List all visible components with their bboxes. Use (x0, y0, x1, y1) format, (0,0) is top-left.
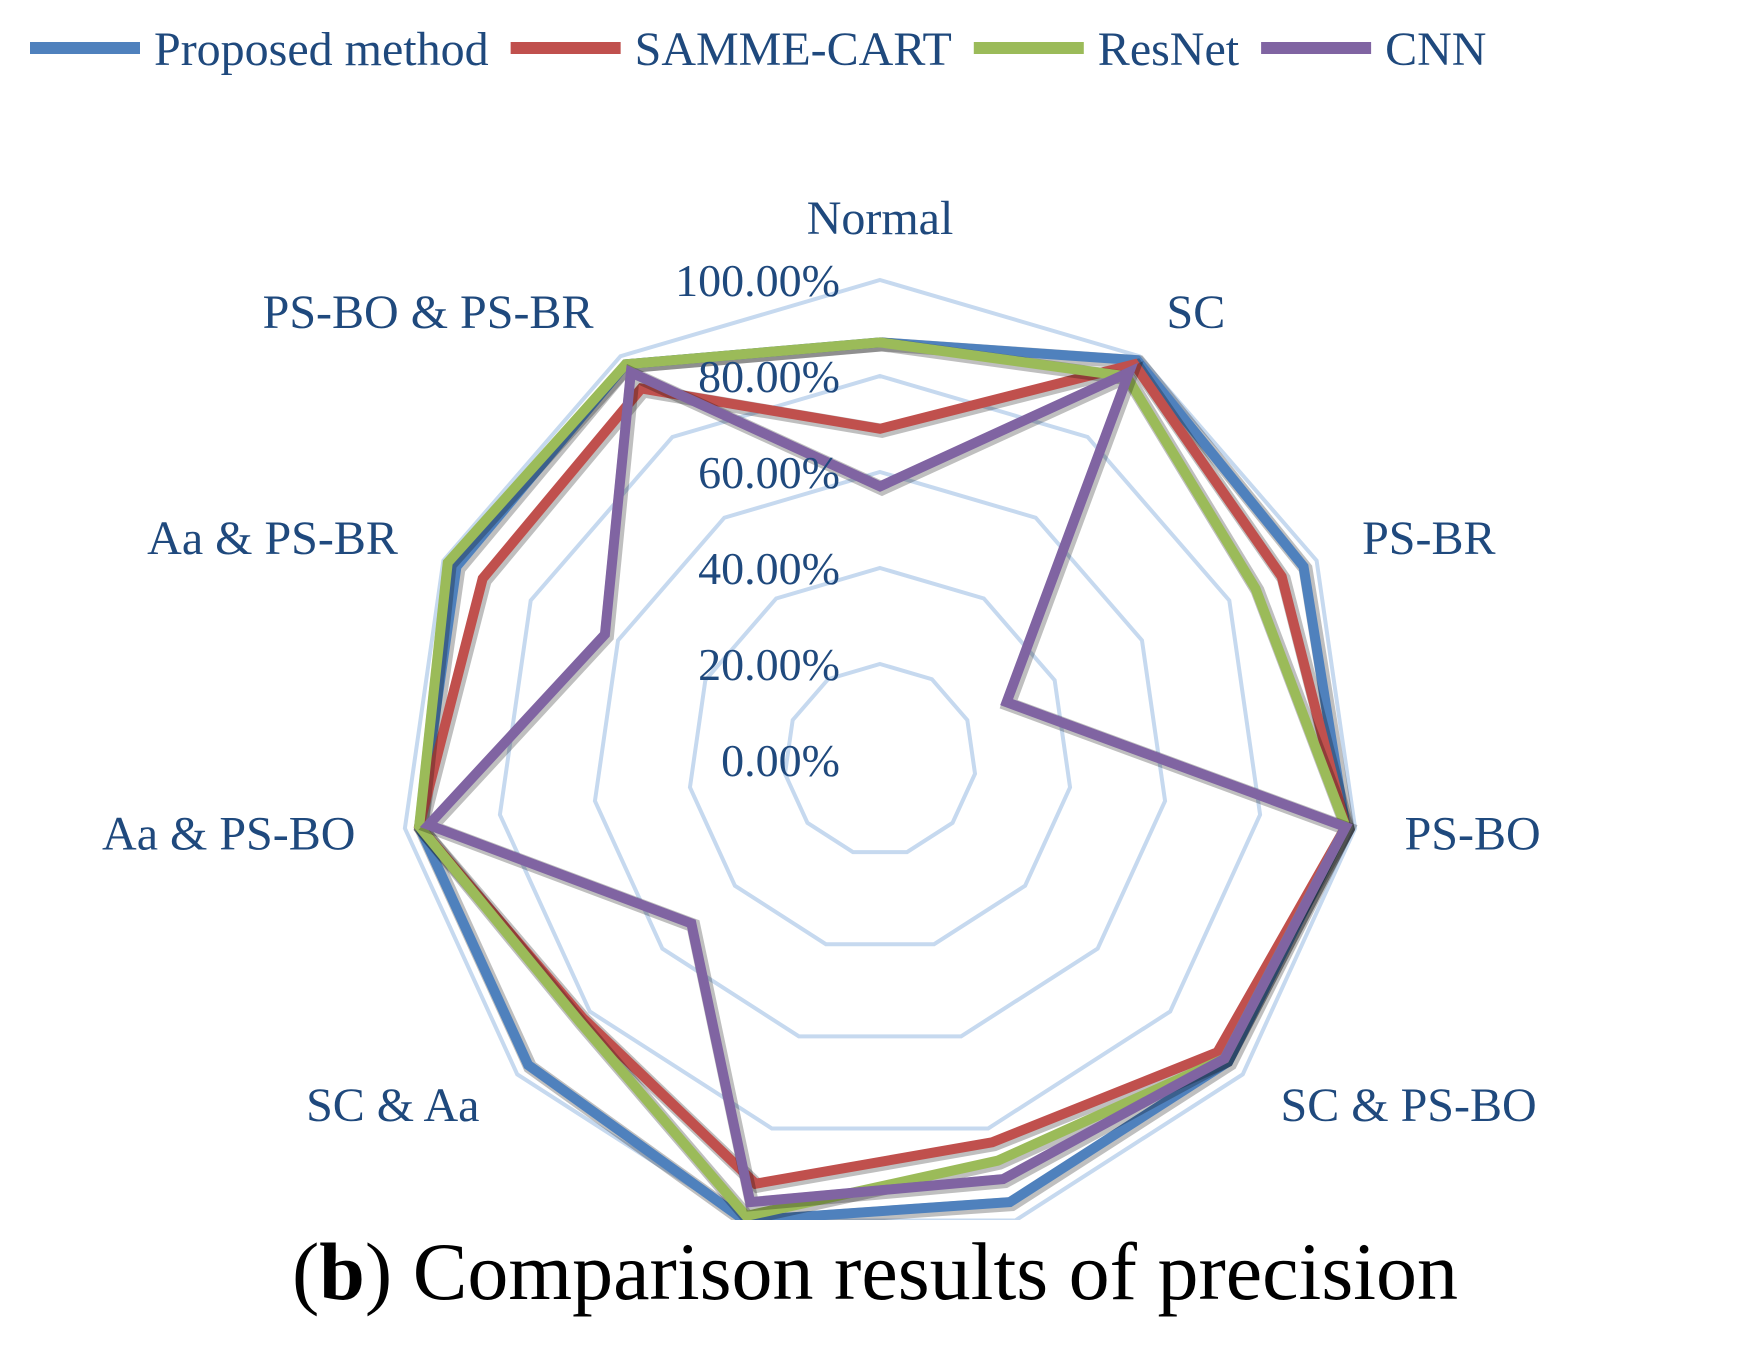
grid-ring-5 (402, 277, 1358, 1220)
category-label-sc: SC (1167, 286, 1226, 339)
caption-letter: b (319, 1226, 365, 1317)
legend-label-proposed-method: Proposed method (154, 23, 489, 76)
legend-label-resnet: ResNet (1098, 23, 1240, 76)
caption-text: Comparison results of precision (412, 1226, 1459, 1317)
category-label-sc-and-ps-bo: SC & PS-BO (1281, 1079, 1537, 1132)
series-line-samme-cart (413, 358, 1351, 1190)
tick-label-5: 100.00% (675, 255, 840, 306)
grid-ring-3 (592, 469, 1168, 1039)
grid-ring-1 (782, 661, 978, 855)
tick-label-4: 80.00% (698, 351, 840, 402)
grid-ring-2 (687, 565, 1073, 947)
category-label-normal: Normal (807, 192, 954, 245)
legend-label-samme-cart: SAMME-CART (635, 23, 952, 76)
category-label-sc-and-aa: SC & Aa (306, 1079, 479, 1132)
legend: Proposed method SAMME-CART ResNet CNN (30, 23, 1486, 76)
category-label-aa-and-ps-bo: Aa & PS-BO (102, 807, 355, 860)
radial-tick-labels: 0.00% 20.00% 40.00% 60.00% 80.00% 100.00% (675, 255, 840, 786)
tick-label-0: 0.00% (721, 735, 840, 786)
grid-ring-4 (497, 373, 1263, 1131)
tick-label-2: 40.00% (698, 543, 840, 594)
legend-label-cnn: CNN (1385, 23, 1486, 76)
figure-caption: (b) Comparison results of precision (291, 1226, 1459, 1317)
category-label-ps-bo-and-ps-br: PS-BO & PS-BR (263, 286, 594, 339)
series-layer (413, 337, 1358, 1220)
series-line-cnn (419, 362, 1353, 1208)
category-label-aa-and-ps-br: Aa & PS-BR (147, 512, 398, 565)
tick-label-3: 60.00% (698, 447, 840, 498)
radar-grid (402, 277, 1358, 1220)
category-label-ps-bo: PS-BO (1405, 807, 1541, 860)
series-line-proposed-method (413, 337, 1351, 1220)
category-label-ps-br: PS-BR (1362, 512, 1495, 565)
tick-label-1: 20.00% (698, 639, 840, 690)
